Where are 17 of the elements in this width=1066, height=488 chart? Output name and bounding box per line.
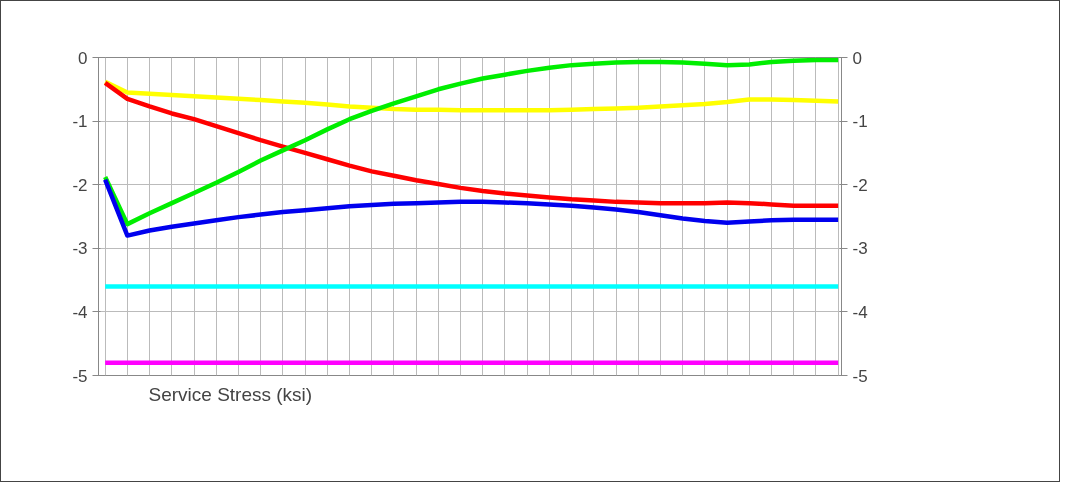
y2-tick-label: -4	[852, 302, 868, 322]
y-tick-label: -3	[72, 239, 88, 259]
y-tick-label: 0	[78, 48, 88, 68]
line-series	[102, 57, 841, 227]
y2-tick-label: -2	[852, 175, 868, 195]
y-tick-label: -4	[72, 302, 88, 322]
line-series	[102, 79, 841, 113]
y-tick-label: -5	[72, 366, 88, 386]
y-tick-label: -2	[72, 175, 88, 195]
x-axis-title: Service Stress (ksi)	[148, 383, 313, 405]
y2-tick-label: -5	[852, 366, 868, 386]
y-tick-label: -1	[72, 112, 88, 132]
line-series	[102, 80, 841, 208]
y2-tick-label: -1	[852, 112, 868, 132]
line-series	[102, 177, 841, 238]
y2-tick-label: -3	[852, 239, 868, 259]
y2-tick-label: 0	[852, 48, 862, 68]
